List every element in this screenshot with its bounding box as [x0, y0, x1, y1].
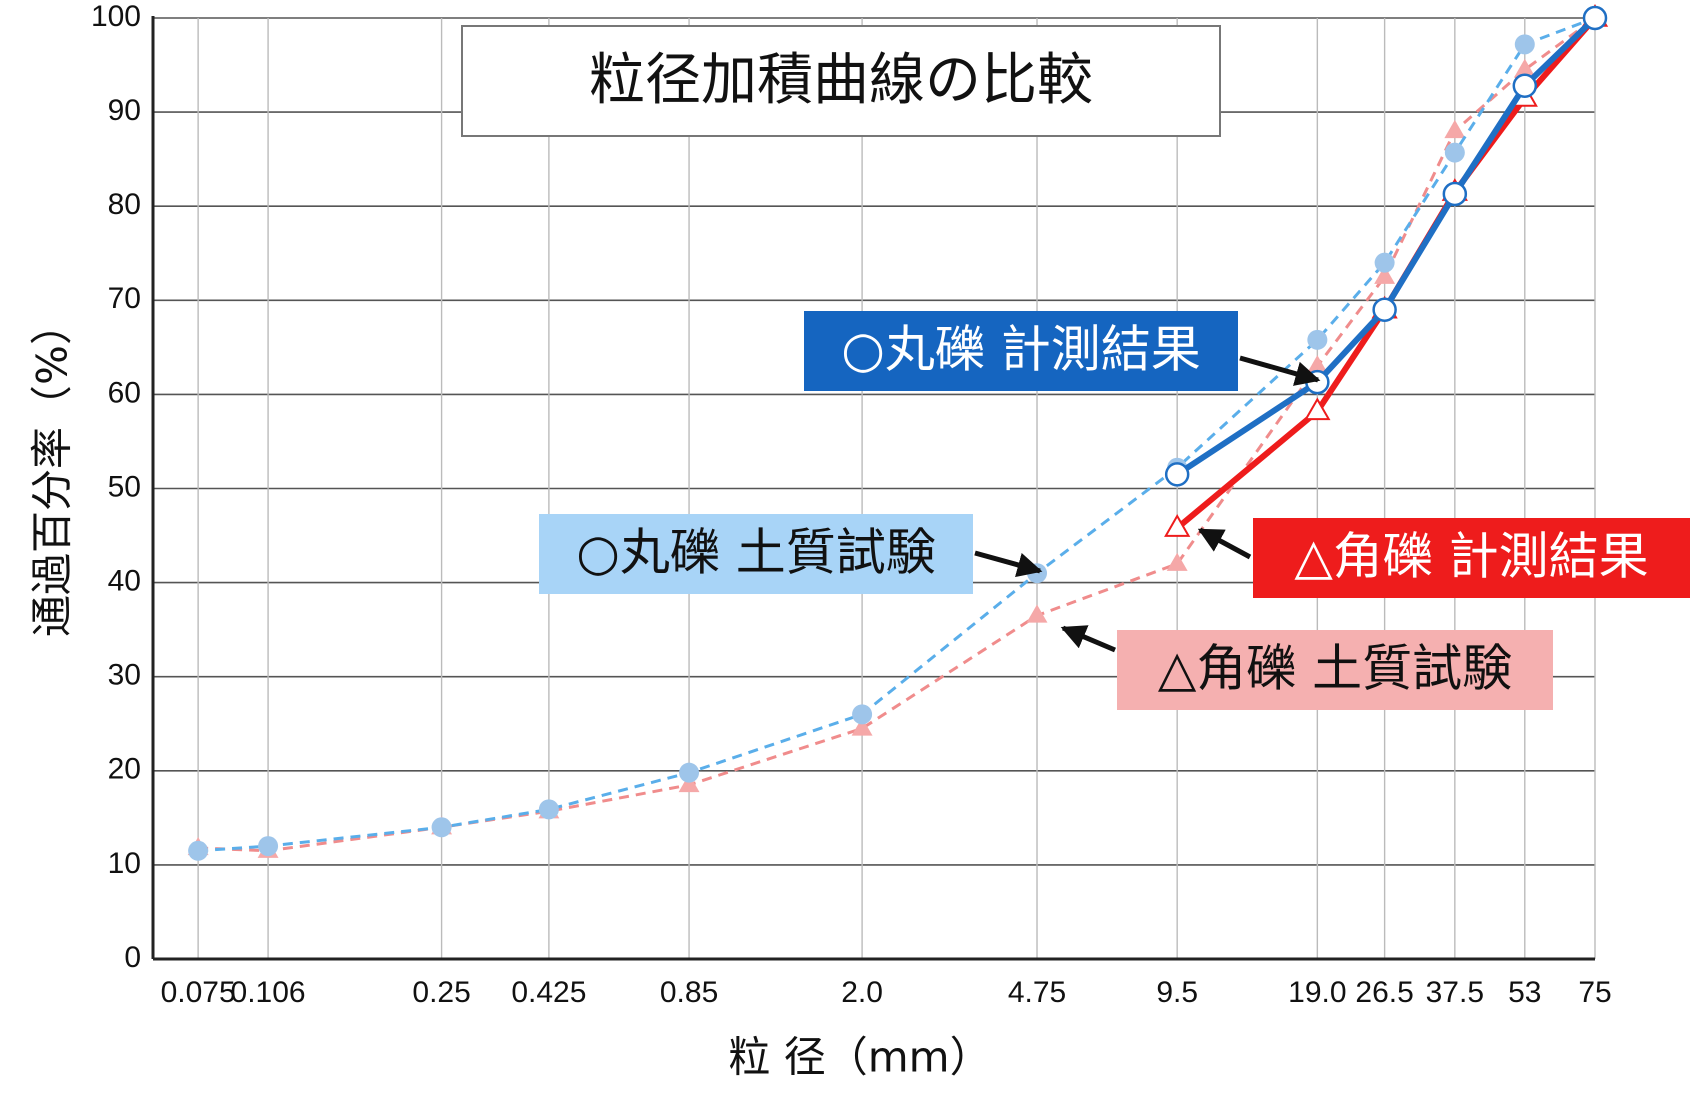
- x-tick-label: 19.0: [1288, 976, 1346, 1009]
- data-point: [851, 717, 873, 736]
- x-tick-label: 0.85: [660, 976, 718, 1009]
- y-tick-label: 30: [108, 659, 141, 692]
- data-point: [188, 840, 209, 861]
- x-tick-label: 4.75: [1008, 976, 1066, 1009]
- callout-arrow: [1197, 527, 1252, 560]
- data-point: [1512, 73, 1538, 99]
- callout-3: △角礫 土質試験: [1060, 625, 1553, 710]
- callout-label: ○丸礫 土質試験: [576, 524, 936, 582]
- callout-arrow: [1239, 355, 1321, 386]
- series-line: [198, 16, 1596, 853]
- data-point: [1307, 329, 1328, 350]
- data-point: [538, 799, 559, 820]
- x-tick-label: 0.106: [231, 976, 306, 1009]
- chart-grid: [153, 17, 1596, 959]
- y-tick-label: 70: [108, 282, 141, 315]
- callout-label: △角礫 計測結果: [1294, 528, 1648, 586]
- data-point: [1514, 34, 1535, 55]
- x-tick-label: 0.075: [161, 976, 236, 1009]
- data-point: [1372, 297, 1397, 322]
- callout-arrow: [1060, 625, 1116, 653]
- y-tick-label: 20: [108, 753, 141, 786]
- x-tick-label: 0.425: [511, 976, 586, 1009]
- data-point: [852, 704, 873, 725]
- callout-0: ○丸礫 計測結果: [804, 311, 1321, 391]
- chart-title-box: 粒径加積曲線の比較: [461, 25, 1221, 137]
- data-point: [1304, 397, 1331, 421]
- x-tick-label: 0.25: [412, 976, 470, 1009]
- x-axis-label: 粒 径（mm）: [728, 1033, 991, 1082]
- data-point: [1166, 552, 1188, 571]
- chart-axes: [151, 16, 1595, 961]
- data-point: [1444, 119, 1466, 139]
- y-tick-label: 50: [108, 470, 141, 503]
- x-tick-label: 37.5: [1426, 976, 1484, 1009]
- y-tick-label: 80: [108, 188, 141, 221]
- data-point: [1442, 181, 1468, 207]
- data-point: [679, 762, 700, 783]
- data-point: [1164, 462, 1190, 487]
- data-point: [678, 773, 700, 793]
- callouts: ○丸礫 計測結果 ○丸礫 土質試験 △角礫 計測結果 △角礫 土質試験: [539, 311, 1690, 710]
- series-2: [1164, 5, 1608, 487]
- data-point: [1164, 514, 1191, 537]
- data-point: [1444, 142, 1465, 163]
- data-point: [1582, 5, 1608, 31]
- y-tick-label: 40: [108, 565, 141, 598]
- series-line: [198, 16, 1596, 853]
- y-tick-label: 0: [124, 941, 141, 974]
- x-tick-label: 53: [1508, 976, 1541, 1009]
- y-tick-label: 60: [108, 376, 141, 409]
- callout-box: [1253, 518, 1690, 598]
- callout-box: [539, 514, 973, 594]
- data-point: [1374, 265, 1396, 284]
- y-tick-label: 90: [108, 94, 141, 127]
- x-tick-label: 26.5: [1355, 976, 1413, 1009]
- y-tick-label: 10: [108, 847, 141, 880]
- y-tick-label: 100: [91, 0, 141, 33]
- data-point: [1026, 604, 1048, 623]
- callout-box: [1117, 630, 1553, 710]
- data-point: [1374, 252, 1395, 273]
- chart-title: 粒径加積曲線の比較: [589, 48, 1093, 113]
- data-point: [431, 817, 452, 838]
- callout-label: △角礫 土質試験: [1158, 640, 1512, 698]
- y-axis-label: 通過百分率（%）: [28, 303, 77, 637]
- callout-2: △角礫 計測結果: [1197, 518, 1690, 598]
- data-point: [258, 836, 279, 857]
- x-tick-label: 9.5: [1156, 976, 1198, 1009]
- callout-box: [804, 311, 1238, 391]
- callout-label: ○丸礫 計測結果: [841, 321, 1201, 379]
- x-tick-label: 75: [1578, 976, 1611, 1009]
- callout-1: ○丸礫 土質試験: [539, 514, 1043, 594]
- series-line: [1175, 15, 1598, 477]
- callout-arrow: [974, 550, 1043, 578]
- x-tick-label: 2.0: [841, 976, 883, 1009]
- data-point: [1514, 58, 1536, 77]
